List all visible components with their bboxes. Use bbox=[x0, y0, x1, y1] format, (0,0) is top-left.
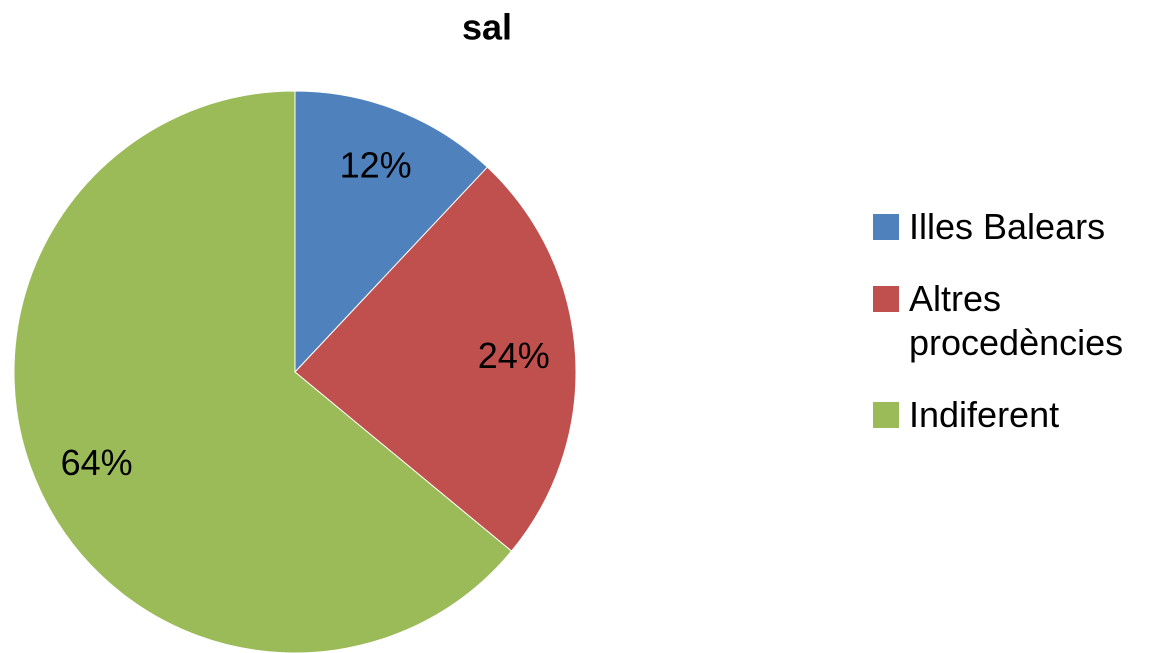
pie-slice bbox=[294, 90, 489, 374]
data-label: 64% bbox=[61, 442, 133, 483]
chart-title: sal bbox=[462, 7, 512, 48]
pie-slice bbox=[13, 90, 513, 653]
data-label: 24% bbox=[478, 335, 550, 376]
legend-item: Altres procedències bbox=[873, 277, 1173, 365]
pie-slice bbox=[294, 166, 577, 552]
chart: sal 12% 24% 64% bbox=[13, 7, 577, 653]
legend-swatch bbox=[873, 286, 899, 312]
legend: Illes Balears Altres procedències Indifere… bbox=[873, 205, 1173, 465]
legend-label: Indiferent bbox=[909, 394, 1060, 435]
data-label: 12% bbox=[340, 145, 412, 186]
legend-swatch bbox=[873, 402, 899, 428]
legend-label: Altres procedències bbox=[909, 278, 1124, 363]
legend-swatch bbox=[873, 214, 899, 240]
legend-label: Illes Balears bbox=[909, 206, 1106, 247]
legend-item: Illes Balears bbox=[873, 205, 1173, 249]
legend-item: Indiferent bbox=[873, 393, 1173, 437]
